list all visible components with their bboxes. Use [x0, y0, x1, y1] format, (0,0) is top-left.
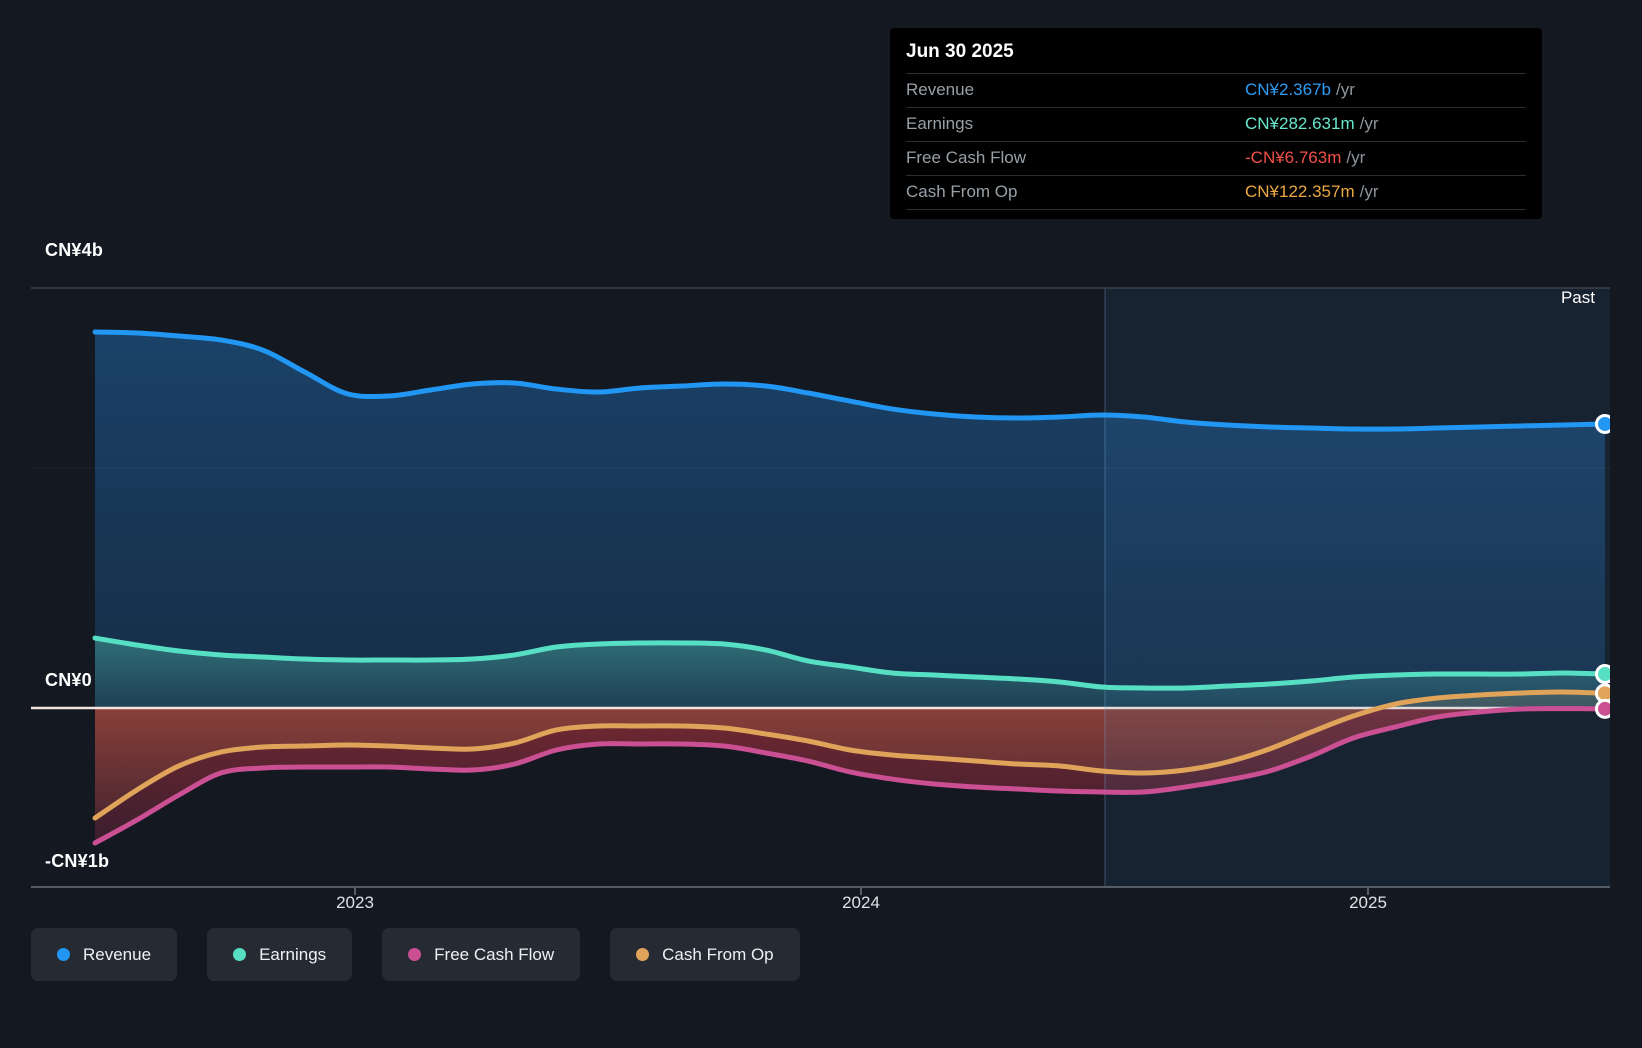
legend-item-earnings[interactable]: Earnings	[207, 928, 353, 981]
tooltip-row-value: CN¥2.367b	[1245, 80, 1332, 99]
tooltip-row-value: -CN¥6.763m	[1245, 148, 1342, 167]
cash-from-op-dot-icon	[636, 948, 650, 961]
tooltip-row-earnings: Earnings CN¥282.631m /yr	[906, 108, 1526, 142]
legend-item-revenue[interactable]: Revenue	[31, 928, 178, 981]
tooltip-row-label: Revenue	[906, 80, 975, 99]
y-axis-label-neg1b: -CN¥1b	[45, 851, 110, 871]
earnings-dot-icon	[233, 948, 247, 961]
tooltip-row-unit: /yr	[1336, 80, 1355, 99]
tooltip-row-label: Cash From Op	[906, 182, 1018, 201]
free-cash-flow-dot-icon	[408, 948, 422, 961]
legend-label: Free Cash Flow	[434, 944, 555, 964]
tooltip-row-unit: /yr	[1346, 148, 1366, 167]
y-axis-label-4b: CN¥4b	[45, 240, 104, 260]
tooltip-row-label: Free Cash Flow	[906, 148, 1026, 167]
legend-label: Earnings	[259, 944, 327, 964]
x-axis-label-2025: 2025	[1349, 893, 1387, 912]
past-period-label: Past	[1560, 288, 1595, 307]
legend-label: Cash From Op	[662, 944, 774, 964]
legend-item-free-cash-flow[interactable]: Free Cash Flow	[382, 928, 581, 981]
tooltip-date: Jun 30 2025	[906, 41, 1526, 74]
tooltip-row-revenue: Revenue CN¥2.367b /yr	[906, 74, 1526, 108]
chart-legend: Revenue Earnings Free Cash Flow Cash Fro…	[31, 928, 800, 981]
legend-item-cash-from-op[interactable]: Cash From Op	[610, 928, 800, 981]
tooltip-row-value: CN¥122.357m	[1245, 182, 1355, 201]
tooltip-row-free-cash-flow: Free Cash Flow -CN¥6.763m /yr	[906, 142, 1526, 176]
x-axis-label-2024: 2024	[842, 893, 880, 912]
legend-label: Revenue	[83, 944, 152, 964]
tooltip-row-label: Earnings	[906, 114, 974, 133]
x-axis-label-2023: 2023	[336, 893, 374, 912]
tooltip-row-unit: /yr	[1359, 114, 1379, 133]
revenue-dot-icon	[57, 948, 70, 961]
tooltip-row-value: CN¥282.631m	[1245, 114, 1355, 133]
chart-tooltip: Jun 30 2025 Revenue CN¥2.367b /yr Earnin…	[890, 28, 1542, 219]
tooltip-row-unit: /yr	[1359, 182, 1379, 201]
y-axis-label-0: CN¥0	[45, 670, 92, 690]
tooltip-row-cash-from-op: Cash From Op CN¥122.357m /yr	[906, 176, 1526, 210]
